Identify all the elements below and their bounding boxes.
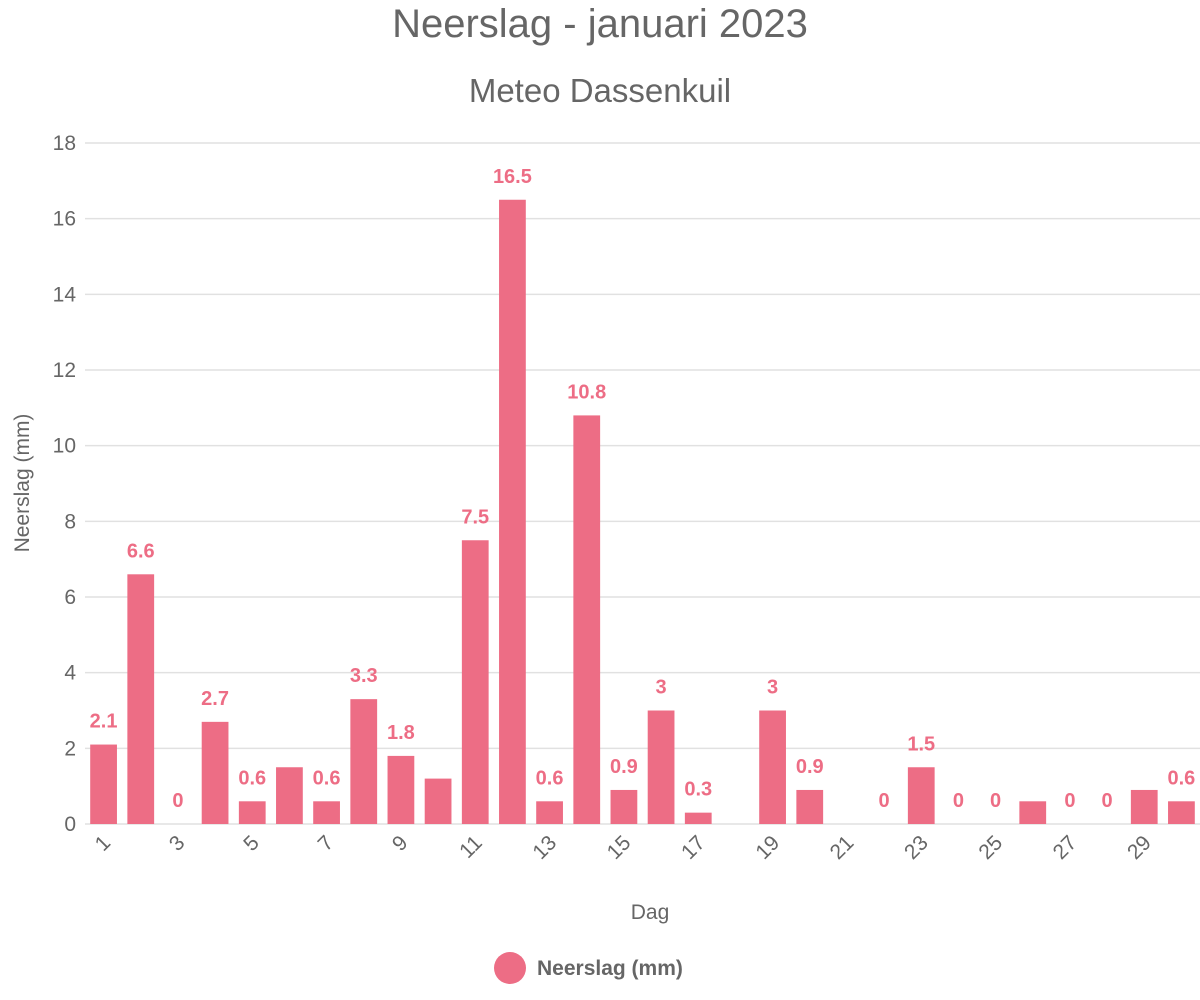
bar[interactable]	[499, 199, 526, 824]
y-tick-label: 10	[53, 435, 76, 458]
legend-marker-icon[interactable]	[494, 952, 526, 984]
x-tick-label: 23	[900, 831, 933, 864]
x-tick-label: 29	[1123, 831, 1156, 864]
y-tick-label: 6	[64, 586, 76, 609]
y-tick-label: 0	[64, 813, 76, 836]
y-axis-ticks: 0 2 4 6 8 10 12 14 16 18	[53, 132, 77, 836]
data-label: 0	[1102, 790, 1113, 812]
bar[interactable]	[573, 415, 601, 824]
data-label: 0.6	[1168, 767, 1196, 789]
bar[interactable]	[759, 710, 786, 825]
x-tick-label: 9	[388, 831, 413, 856]
data-label: 3	[767, 677, 778, 699]
data-label: 0	[172, 790, 183, 812]
data-label: 3.3	[350, 665, 378, 687]
data-label: 10.8	[567, 381, 606, 403]
bar[interactable]	[90, 744, 117, 824]
data-label: 7.5	[461, 506, 489, 528]
bar[interactable]	[1130, 789, 1158, 824]
x-tick-label: 11	[455, 831, 487, 863]
x-tick-label: 17	[677, 831, 710, 864]
bar[interactable]	[907, 767, 935, 824]
data-label: 0	[990, 790, 1001, 812]
y-tick-label: 16	[53, 208, 76, 231]
y-tick-label: 8	[64, 510, 76, 533]
y-axis-title: Neerslag (mm)	[11, 414, 34, 553]
data-label: 0	[879, 790, 890, 812]
bar[interactable]	[610, 789, 638, 824]
bar[interactable]	[313, 801, 340, 824]
data-label: 0.6	[238, 767, 266, 789]
chart-subtitle: Meteo Dassenkuil	[469, 72, 731, 109]
x-tick-label: 27	[1049, 831, 1082, 864]
bar[interactable]	[684, 812, 712, 824]
bar[interactable]	[461, 540, 489, 824]
data-label: 0.3	[684, 779, 712, 801]
x-tick-label: 1	[91, 831, 116, 856]
x-axis-title: Dag	[631, 901, 670, 924]
legend[interactable]: Neerslag (mm)	[494, 952, 683, 984]
bar[interactable]	[647, 710, 675, 825]
bar[interactable]	[796, 789, 824, 824]
legend-label[interactable]: Neerslag (mm)	[537, 957, 683, 980]
data-label: 0.6	[313, 767, 341, 789]
bar[interactable]	[424, 778, 452, 824]
bar[interactable]	[1019, 801, 1047, 824]
bar[interactable]	[238, 801, 266, 824]
x-tick-label: 15	[603, 831, 636, 864]
data-label: 1.5	[907, 733, 935, 755]
bar[interactable]	[201, 721, 229, 824]
bar[interactable]	[276, 767, 303, 824]
data-label: 0.9	[610, 756, 638, 778]
x-tick-label: 21	[826, 831, 859, 864]
bar[interactable]	[127, 574, 155, 824]
data-label: 0.6	[536, 767, 564, 789]
x-tick-label: 3	[165, 831, 190, 856]
bars	[90, 199, 1195, 825]
data-label: 6.6	[127, 540, 155, 562]
y-tick-label: 4	[64, 662, 76, 685]
data-label: 0	[953, 790, 964, 812]
x-axis-ticks: 1 3 5 7 9 11 13 15 17 19 21 23 25 27 29	[91, 831, 1156, 864]
data-label: 16.5	[493, 166, 532, 188]
data-label: 1.8	[387, 722, 415, 744]
gridlines	[85, 142, 1200, 825]
x-tick-label: 13	[528, 831, 561, 864]
x-tick-label: 25	[974, 831, 1007, 864]
data-label: 3	[656, 677, 667, 699]
x-tick-label: 5	[239, 831, 264, 856]
bar[interactable]	[536, 801, 563, 824]
data-label: 0	[1064, 790, 1075, 812]
x-tick-label: 7	[314, 831, 339, 856]
bar[interactable]	[350, 699, 378, 824]
y-tick-label: 14	[53, 283, 77, 306]
chart-title: Neerslag - januari 2023	[392, 2, 808, 46]
bar[interactable]	[1168, 801, 1195, 824]
y-tick-label: 2	[64, 737, 76, 760]
y-tick-label: 12	[53, 359, 76, 382]
bar[interactable]	[387, 755, 415, 824]
data-labels: 2.1 6.6 0 2.7 0.6 0.6 3.3 1.8 7.5 16.5 0.6 10.8 0.9 3…	[90, 166, 1196, 812]
x-tick-label: 19	[751, 831, 784, 864]
data-label: 2.7	[201, 688, 229, 710]
data-label: 0.9	[796, 756, 824, 778]
data-label: 2.1	[90, 711, 118, 733]
y-tick-label: 18	[53, 132, 76, 155]
